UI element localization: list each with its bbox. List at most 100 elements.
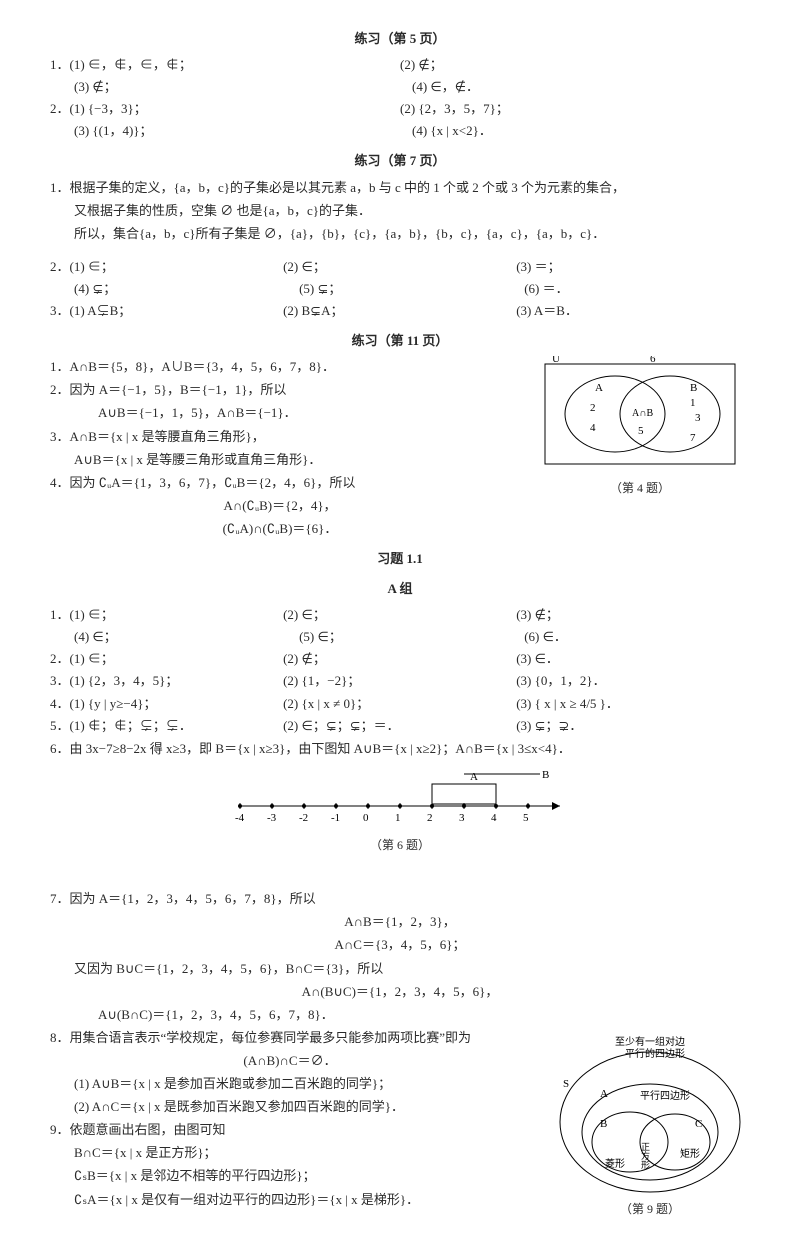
svg-text:矩形: 矩形	[680, 1147, 700, 1160]
ex-q4-3: (3) { x | x ≥ 4/5 }．	[516, 693, 749, 715]
ex-q8d: (2) A∩C＝{x | x 是既参加百米跑又参加四百米跑的同学}．	[50, 1096, 530, 1118]
svg-text:1: 1	[395, 812, 401, 824]
p7-q2-r1: 2．(1) ∈； (2) ∈； (3) ＝；	[50, 256, 750, 278]
title-p5: 练习（第 5 页）	[50, 28, 750, 50]
svg-text:C: C	[695, 1118, 702, 1130]
p7-q2-6: (6) ＝．	[524, 278, 749, 300]
p7-q3: 3．(1) A⊊B； (2) B⊊A； (3) A＝B．	[50, 300, 750, 322]
nested-venn-icon: 至少有一组对边 平行的四边形 S A 平行四边形 B 菱形 C 矩形 正方形	[555, 1027, 745, 1197]
venn-caption: （第 4 题）	[530, 478, 750, 498]
p7-q2-1: 2．(1) ∈；	[50, 256, 283, 278]
p7-q1c: 所以，集合{a，b，c}所有子集是 ∅，{a}，{b}，{c}，{a，b}，{b…	[50, 223, 750, 245]
ex-q1-2: (2) ∈；	[283, 604, 516, 626]
p5-q2-1: 2．(1) {−3，3}；	[50, 98, 400, 120]
svg-text:S: S	[563, 1078, 569, 1090]
p7-q2-5: (5) ⊊；	[299, 278, 524, 300]
p11-q2b: A∪B＝{−1，1，5}，A∩B＝{−1}．	[50, 402, 510, 424]
ex-q4: 4．(1) {y | y≥−4}； (2) {x | x ≠ 0}； (3) {…	[50, 693, 750, 715]
p5-q2-row2: (3) {(1，4)}； (4) {x | x<2}．	[50, 120, 750, 142]
title-ex11a: A 组	[50, 578, 750, 600]
svg-text:-4: -4	[235, 812, 245, 824]
p5-q2-3: (3) {(1，4)}；	[74, 120, 412, 142]
numline-cap: （第 6 题）	[50, 835, 750, 855]
title-p11: 练习（第 11 页）	[50, 330, 750, 352]
ex-q1-4: (4) ∈；	[74, 626, 299, 648]
ex-q5-1: 5．(1) ∉；∉；⊊；⊊．	[50, 715, 283, 737]
p7-q2-3: (3) ＝；	[516, 256, 749, 278]
venn-q4: U 6 A B 2 4 5 1 3 7 A∩B （第 4 题）	[530, 356, 750, 498]
svg-text:正方形: 正方形	[640, 1142, 650, 1170]
ex-q3-3: (3) {0，1，2}．	[516, 670, 749, 692]
number-line: -4-3-2-1012345 A B （第 6 题）	[50, 766, 750, 855]
title-p7: 练习（第 7 页）	[50, 150, 750, 172]
p5-q1-4: (4) ∈，∉．	[412, 76, 750, 98]
ex-q5-3: (3) ⊊；⊋．	[516, 715, 749, 737]
p7-q3-1: 3．(1) A⊊B；	[50, 300, 283, 322]
svg-text:B: B	[600, 1118, 607, 1130]
svg-text:平行四边形: 平行四边形	[640, 1089, 690, 1102]
ex-q8c: (1) A∪B＝{x | x 是参加百米跑或参加二百米跑的同学}；	[50, 1073, 530, 1095]
svg-text:B: B	[690, 382, 697, 394]
ex-q7c: A∩C＝{3，4，5，6}；	[50, 934, 750, 956]
svg-text:5: 5	[523, 812, 529, 824]
ex-q7a: 7．因为 A＝{1，2，3，4，5，6，7，8}，所以	[50, 888, 750, 910]
svg-text:菱形: 菱形	[605, 1158, 625, 1170]
p11-q1: 1．A∩B＝{5，8}，A∪B＝{3，4，5，6，7，8}．	[50, 356, 510, 378]
ex-q2: 2．(1) ∈； (2) ∉； (3) ∈．	[50, 648, 750, 670]
p5-q2-4: (4) {x | x<2}．	[412, 120, 750, 142]
p5-q1-row2: (3) ∉； (4) ∈，∉．	[50, 76, 750, 98]
svg-text:3: 3	[459, 812, 465, 824]
svg-text:A: A	[470, 771, 478, 783]
ex-q1-3: (3) ∉；	[516, 604, 749, 626]
svg-text:4: 4	[491, 812, 497, 824]
p7-q2-2: (2) ∈；	[283, 256, 516, 278]
svg-text:U: U	[552, 356, 560, 365]
svg-text:6: 6	[650, 356, 656, 365]
svg-text:B: B	[542, 769, 549, 781]
venn2-cap: （第 9 题）	[550, 1199, 750, 1219]
ex-q3-1: 3．(1) {2，3，4，5}；	[50, 670, 283, 692]
svg-text:1: 1	[690, 397, 696, 409]
venn-q9: 至少有一组对边 平行的四边形 S A 平行四边形 B 菱形 C 矩形 正方形 （…	[550, 1027, 750, 1219]
p5-q1-3: (3) ∉；	[74, 76, 412, 98]
p11-q3b: A∪B＝{x | x 是等腰三角形或直角三角形}．	[50, 449, 510, 471]
svg-text:-2: -2	[299, 812, 308, 824]
p11-wrap: U 6 A B 2 4 5 1 3 7 A∩B （第 4 题） 1．A∩B＝{5…	[50, 356, 750, 540]
ex-q1-1: 1．(1) ∈；	[50, 604, 283, 626]
ex-q1-r1: 1．(1) ∈； (2) ∈； (3) ∉；	[50, 604, 750, 626]
ex-q6: 6．由 3x−7≥8−2x 得 x≥3，即 B＝{x | x≥3}，由下图知 A…	[50, 738, 750, 760]
ex-q5: 5．(1) ∉；∉；⊊；⊊． (2) ∈；⊊；⊊；＝． (3) ⊊；⊋．	[50, 715, 750, 737]
svg-text:2: 2	[590, 402, 596, 414]
ex-q9b: B∩C＝{x | x 是正方形}；	[50, 1142, 530, 1164]
ex-q4-1: 4．(1) {y | y≥−4}；	[50, 693, 283, 715]
ex-q8b: (A∩B)∩C＝∅．	[50, 1050, 530, 1072]
svg-text:A: A	[600, 1088, 608, 1100]
p7-q1a: 1．根据子集的定义，{a，b，c}的子集必是以其元素 a，b 与 c 中的 1 …	[50, 177, 750, 199]
ex-q2-1: 2．(1) ∈；	[50, 648, 283, 670]
ex-q1-r2: (4) ∈； (5) ∈； (6) ∈．	[50, 626, 750, 648]
svg-text:A: A	[595, 382, 603, 394]
p5-q1-2: (2) ∉；	[400, 54, 750, 76]
p11-q2a: 2．因为 A＝{−1，5}，B＝{−1，1}，所以	[50, 379, 510, 401]
svg-text:至少有一组对边: 至少有一组对边	[615, 1035, 685, 1048]
ex-q7f: A∪(B∩C)＝{1，2，3，4，5，6，7，8}．	[50, 1004, 750, 1026]
svg-text:3: 3	[695, 412, 701, 424]
svg-text:0: 0	[363, 812, 369, 824]
ex-q2-2: (2) ∉；	[283, 648, 516, 670]
ex-q9d: ∁ₛA＝{x | x 是仅有一组对边平行的四边形}＝{x | x 是梯形}．	[50, 1189, 530, 1211]
ex-q4-2: (2) {x | x ≠ 0}；	[283, 693, 516, 715]
svg-text:平行的四边形: 平行的四边形	[625, 1047, 685, 1060]
ex-q1-6: (6) ∈．	[524, 626, 749, 648]
p11-q4b: A∩(∁ᵤB)＝{2，4}，	[50, 495, 510, 517]
ex-q5-2: (2) ∈；⊊；⊊；＝．	[283, 715, 516, 737]
svg-text:-3: -3	[267, 812, 277, 824]
p7-q3-3: (3) A＝B．	[516, 300, 749, 322]
p5-q2-row1: 2．(1) {−3，3}； (2) {2，3，5，7}；	[50, 98, 750, 120]
p5-q2-2: (2) {2，3，5，7}；	[400, 98, 750, 120]
p11-q3a: 3．A∩B＝{x | x 是等腰直角三角形}，	[50, 426, 510, 448]
ex-q7e: A∩(B∪C)＝{1，2，3，4，5，6}，	[50, 981, 750, 1003]
p7-q3-2: (2) B⊊A；	[283, 300, 516, 322]
ex-q7d: 又因为 B∪C＝{1，2，3，4，5，6}，B∩C＝{3}，所以	[50, 958, 750, 980]
number-line-icon: -4-3-2-1012345 A B	[220, 766, 580, 826]
p5-q1-row1: 1．(1) ∈，∉，∈，∉； (2) ∉；	[50, 54, 750, 76]
